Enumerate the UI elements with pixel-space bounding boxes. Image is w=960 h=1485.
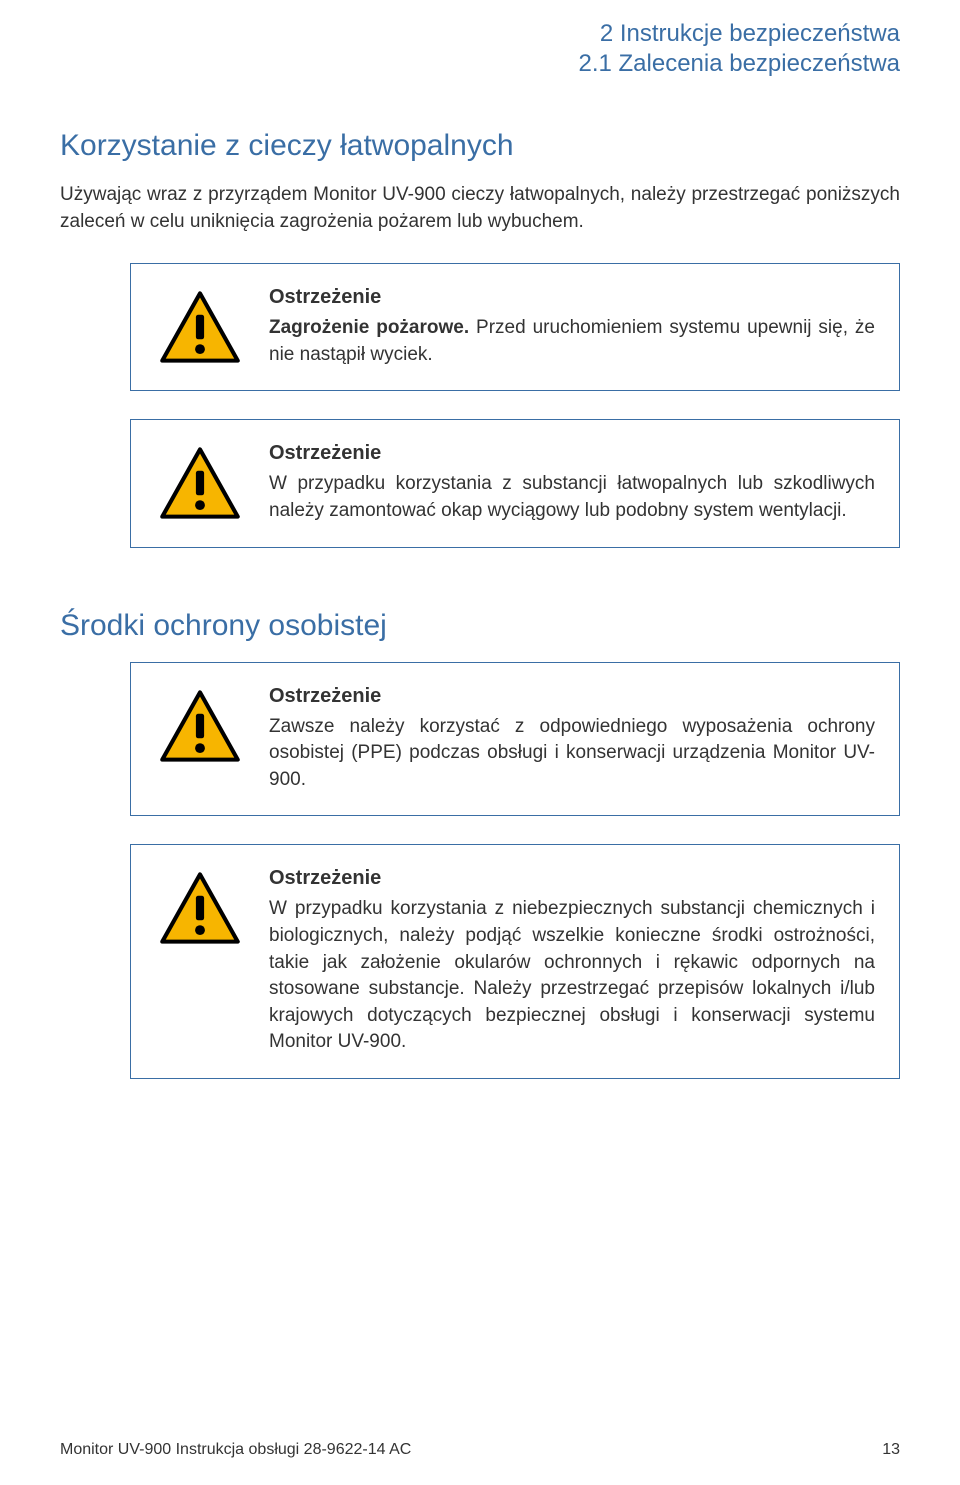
warning-box: Ostrzeżenie W przypadku korzystania z ni…	[130, 844, 900, 1079]
warning-icon	[155, 867, 245, 945]
warning-text: Ostrzeżenie W przypadku korzystania z su…	[269, 442, 875, 524]
breadcrumb-section: 2.1 Zalecenia bezpieczeństwa	[60, 50, 900, 78]
warning-body: Zagrożenie pożarowe. Przed uruchomieniem…	[269, 315, 875, 368]
warning-icon	[155, 286, 245, 364]
warning-text: Ostrzeżenie Zagrożenie pożarowe. Przed u…	[269, 286, 875, 368]
footer-doc-id: Monitor UV-900 Instrukcja obsługi 28-962…	[60, 1441, 411, 1459]
warning-label: Ostrzeżenie	[269, 442, 875, 465]
warning-label: Ostrzeżenie	[269, 685, 875, 708]
warning-icon	[155, 685, 245, 763]
warning-body: W przypadku korzystania z niebezpiecznyc…	[269, 896, 875, 1056]
warning-text: Ostrzeżenie Zawsze należy korzystać z od…	[269, 685, 875, 794]
warning-body: Zawsze należy korzystać z odpowiedniego …	[269, 714, 875, 794]
section-ppe: Środki ochrony osobistej Ostrzeżenie Zaw…	[60, 608, 900, 1079]
warning-body: W przypadku korzystania z substancji łat…	[269, 471, 875, 524]
breadcrumb-chapter: 2 Instrukcje bezpieczeństwa	[60, 20, 900, 48]
warning-icon	[155, 442, 245, 520]
document-page: 2 Instrukcje bezpieczeństwa 2.1 Zaleceni…	[0, 0, 960, 1485]
warning-box: Ostrzeżenie Zawsze należy korzystać z od…	[130, 662, 900, 817]
section-title-flammable: Korzystanie z cieczy łatwopalnych	[60, 128, 900, 164]
warning-label: Ostrzeżenie	[269, 867, 875, 890]
warning-text: Ostrzeżenie W przypadku korzystania z ni…	[269, 867, 875, 1056]
warning-box: Ostrzeżenie Zagrożenie pożarowe. Przed u…	[130, 263, 900, 391]
footer-page-number: 13	[882, 1441, 900, 1459]
section-intro-flammable: Używając wraz z przyrządem Monitor UV-90…	[60, 182, 900, 235]
page-footer: Monitor UV-900 Instrukcja obsługi 28-962…	[60, 1441, 900, 1459]
page-header: 2 Instrukcje bezpieczeństwa 2.1 Zaleceni…	[60, 20, 900, 78]
warning-box: Ostrzeżenie W przypadku korzystania z su…	[130, 419, 900, 547]
warning-label: Ostrzeżenie	[269, 286, 875, 309]
section-title-ppe: Środki ochrony osobistej	[60, 608, 900, 644]
